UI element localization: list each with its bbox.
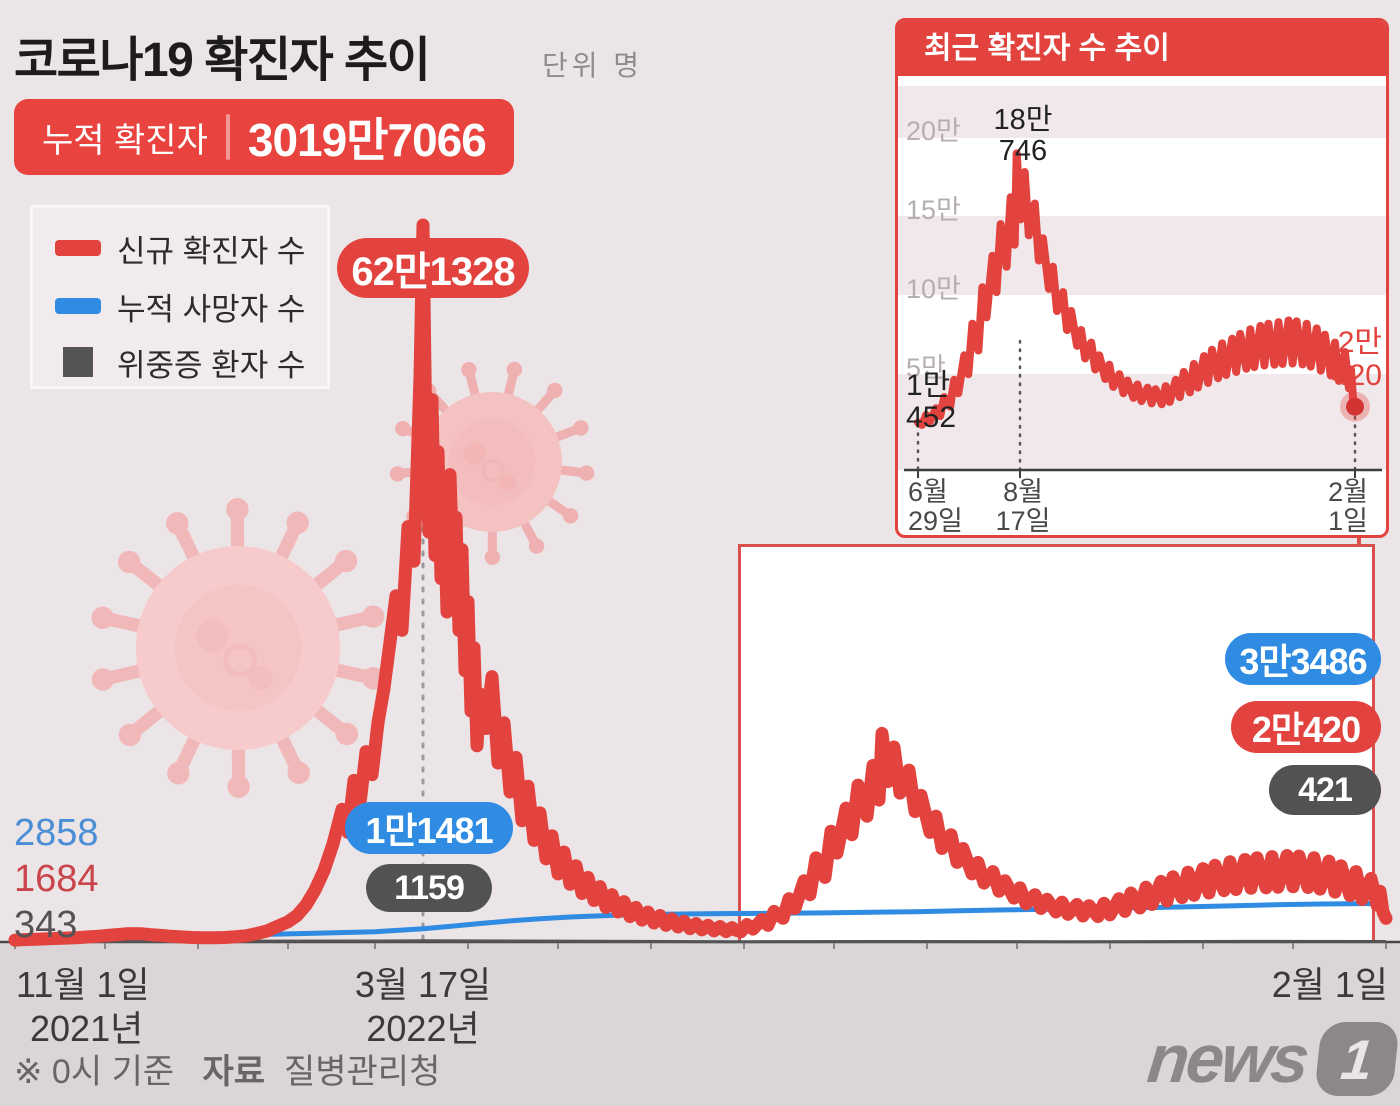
logo-digit-badge: 1: [1314, 1022, 1400, 1096]
footnote: ※ 0시 기준 자료 질병관리청: [14, 1044, 440, 1093]
logo-wordmark: news: [1144, 1021, 1311, 1097]
inset-ytick-15: 15만: [906, 195, 961, 225]
inset-peak-label: 18만 746: [968, 105, 1078, 167]
source-label: 자료: [202, 1053, 266, 1091]
x-tick-2022: 2022년: [366, 1008, 480, 1049]
inset-start-label: 1만 452: [906, 370, 956, 434]
latest-severe-pill: 421: [1269, 765, 1381, 815]
news1-logo: news 1: [1144, 1020, 1400, 1098]
inset-peak-label-line2: 746: [998, 135, 1048, 167]
peak-new-cases-pill: 62만1328: [337, 238, 529, 298]
legend: 신규 확진자 수 누적 사망자 수 위중증 환자 수: [30, 205, 330, 389]
legend-item-deaths: 누적 사망자 수: [55, 288, 305, 327]
inset-ytick-5: 5만: [906, 353, 946, 383]
inset-connector-line: [1357, 531, 1361, 547]
deaths-at-peak-pill: 1만1481: [345, 802, 513, 854]
inset-ytick-10: 10만: [906, 274, 961, 304]
legend-label: 누적 사망자 수: [117, 291, 306, 327]
inset-xtick-aug17: 8월 17일: [995, 477, 1051, 536]
x-tick-2021: 2021년: [30, 1008, 144, 1049]
cumulative-deaths-line: [14, 900, 1387, 942]
inset-xtick-jun29: 6월 29일: [908, 477, 963, 536]
x-tick-mar17: 3월 17일: [354, 964, 492, 1005]
severe-cases-line: [14, 939, 1387, 944]
severe-at-peak-pill: 1159: [366, 864, 492, 912]
severe-swatch: [63, 347, 93, 377]
cumulative-label: 누적 확진자: [42, 121, 208, 160]
start-severe-value: 343: [14, 904, 78, 946]
inset-start-label-line1: 1만: [906, 369, 951, 402]
inset-chart-box: 최근 확진자 수 추이 20만 15만 10만 5만 18만 746 1만 45…: [895, 18, 1389, 538]
x-tick-nov1: 11월 1일: [16, 964, 150, 1005]
x-axis-ticks: [14, 943, 1387, 949]
source-value: 질병관리청: [283, 1053, 441, 1091]
inset-end-label-line2: 420: [1331, 359, 1382, 392]
inset-plot: [904, 149, 1382, 478]
basis-note: ※ 0시 기준: [14, 1053, 175, 1091]
inset-end-label: 2만 420: [1332, 326, 1382, 392]
cumulative-value: 3019만7066: [247, 114, 487, 166]
start-new-cases-value: 1684: [14, 858, 99, 900]
inset-stripe: [898, 216, 1386, 295]
below-axis-strip: [0, 943, 1400, 1106]
legend-label: 신규 확진자 수: [117, 233, 306, 269]
inset-endpoint-dot: [1346, 397, 1364, 416]
inset-start-label-line2: 452: [906, 401, 957, 434]
latest-new-cases-pill: 2만420: [1231, 701, 1381, 753]
page-title: 코로나19 확진자 추이: [14, 34, 431, 87]
deaths-swatch: [55, 298, 101, 314]
legend-label: 위중증 환자 수: [117, 347, 306, 383]
inset-stripe: [898, 86, 1386, 138]
inset-xtick-feb1: 2월 1일: [1328, 477, 1368, 536]
inset-ytick-20: 20만: [906, 116, 961, 146]
legend-item-new-cases: 신규 확진자 수: [55, 230, 305, 269]
legend-item-severe: 위중증 환자 수: [55, 344, 305, 383]
badge-divider: [225, 114, 230, 160]
cumulative-badge: 누적 확진자 3019만7066: [14, 99, 514, 175]
start-deaths-value: 2858: [14, 812, 99, 854]
inset-peak-label-line1: 18만: [993, 104, 1053, 136]
x-tick-feb1: 2월 1일: [1271, 964, 1388, 1005]
inset-title: 최근 확진자 수 추이: [898, 21, 1386, 76]
latest-deaths-pill: 3만3486: [1225, 633, 1381, 685]
new-cases-swatch: [55, 240, 101, 256]
unit-label: 단위 명: [542, 50, 644, 81]
inset-axis-ticks: [917, 470, 1356, 478]
inset-new-cases-line: [914, 149, 1359, 429]
inset-end-label-line1: 2만: [1337, 326, 1382, 359]
new-cases-line: [8, 218, 1393, 947]
